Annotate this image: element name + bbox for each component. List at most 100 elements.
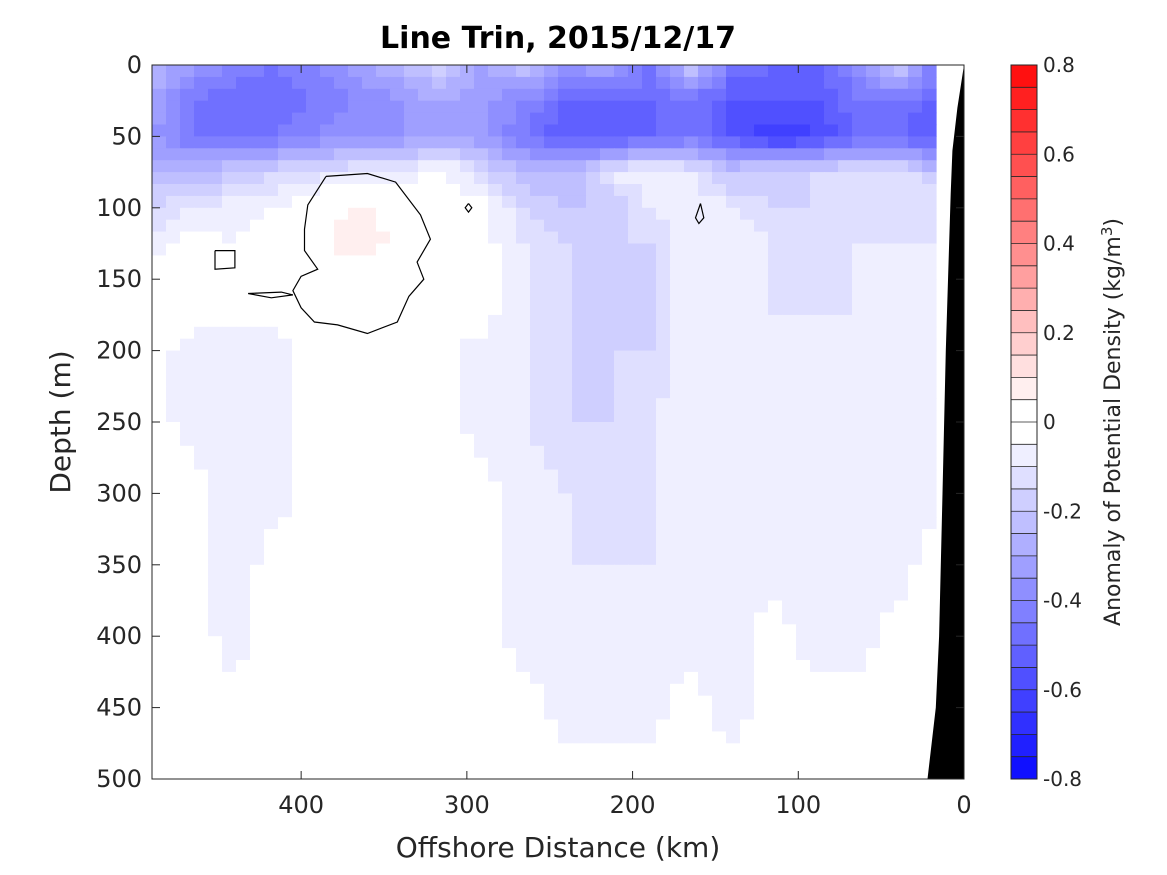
heat-cell (922, 552, 937, 566)
heat-cell (642, 719, 657, 732)
heat-cell (712, 184, 727, 197)
heat-cell (152, 219, 167, 233)
heat-cell (250, 445, 265, 459)
heat-cell (768, 243, 783, 256)
heat-cell (810, 422, 825, 435)
heat-cell (334, 695, 349, 709)
heat-cell (348, 493, 363, 506)
heat-cell (432, 112, 447, 126)
heat-cell (866, 422, 881, 435)
heat-cell (754, 386, 769, 399)
heat-cell (278, 707, 293, 721)
x-tick-label: 300 (444, 791, 490, 819)
heat-cell (222, 124, 237, 137)
heat-cell (852, 184, 867, 197)
heat-cell (278, 648, 293, 661)
heat-cell (796, 755, 811, 768)
heat-cell (670, 683, 685, 697)
heat-cell (264, 541, 279, 554)
heat-cell (698, 552, 713, 566)
heat-cell (418, 374, 433, 387)
heat-cell (320, 433, 335, 447)
heat-cell (292, 731, 307, 744)
heat-cell (782, 719, 797, 732)
heat-cell (180, 255, 195, 268)
heat-cell (292, 136, 307, 149)
heat-cell (614, 529, 629, 542)
heat-cell (418, 410, 433, 423)
heat-cell (866, 683, 881, 697)
heat-cell (250, 505, 265, 518)
heat-cell (390, 743, 405, 756)
heat-cell (600, 410, 615, 423)
heat-cell (264, 707, 279, 721)
heat-cell (754, 231, 769, 245)
heat-cell (866, 314, 881, 328)
heat-cell (558, 350, 573, 364)
heat-cell (278, 493, 293, 506)
heat-cell (754, 576, 769, 590)
heat-cell (544, 564, 559, 578)
heat-cell (362, 386, 377, 399)
heat-cell (782, 445, 797, 459)
heat-cell (880, 671, 895, 685)
heat-cell (502, 160, 517, 173)
heat-cell (348, 76, 363, 90)
heat-cell (880, 660, 895, 673)
heat-cell (866, 541, 881, 554)
heat-cell (796, 457, 811, 471)
heat-cell (880, 541, 895, 554)
heat-cell (488, 362, 503, 375)
heat-cell (502, 457, 517, 471)
heat-cell (404, 410, 419, 423)
heat-cell (418, 303, 433, 316)
heat-cell (572, 374, 587, 387)
heat-cell (208, 457, 223, 471)
heat-cell (796, 267, 811, 280)
heat-cell (782, 660, 797, 673)
heat-cell (698, 707, 713, 721)
heat-cell (530, 517, 545, 530)
heat-cell (292, 743, 307, 756)
heat-cell (180, 541, 195, 554)
heat-cell (432, 517, 447, 530)
heat-cell (922, 374, 937, 387)
heat-cell (558, 184, 573, 197)
heat-cell (208, 112, 223, 126)
heat-cell (670, 695, 685, 709)
heat-cell (698, 303, 713, 316)
heat-cell (530, 279, 545, 292)
heat-cell (348, 255, 363, 268)
heat-cell (530, 65, 545, 78)
heat-cell (586, 410, 601, 423)
heat-cell (824, 529, 839, 542)
heat-cell (600, 148, 615, 161)
heat-cell (278, 481, 293, 494)
heat-cell (782, 422, 797, 435)
heat-cell (852, 231, 867, 245)
heat-cell (208, 243, 223, 256)
heat-cell (166, 112, 181, 126)
heat-cell (530, 505, 545, 518)
heat-cell (558, 695, 573, 709)
heat-cell (894, 636, 909, 649)
heat-cell (320, 350, 335, 364)
heat-cell (768, 564, 783, 578)
heat-cell (572, 207, 587, 221)
heat-cell (292, 529, 307, 542)
heat-cell (838, 624, 853, 637)
heat-cell (670, 767, 685, 779)
heat-cell (432, 88, 447, 102)
heat-cell (880, 267, 895, 280)
heat-cell (684, 326, 699, 340)
heat-cell (796, 303, 811, 316)
heat-cell (362, 671, 377, 685)
heat-cell (796, 338, 811, 352)
heat-cell (712, 731, 727, 744)
heat-cell (824, 493, 839, 506)
heat-cell (894, 564, 909, 578)
heat-cell (670, 303, 685, 316)
heat-cell (614, 386, 629, 399)
heat-cell (292, 493, 307, 506)
heat-cell (432, 172, 447, 185)
